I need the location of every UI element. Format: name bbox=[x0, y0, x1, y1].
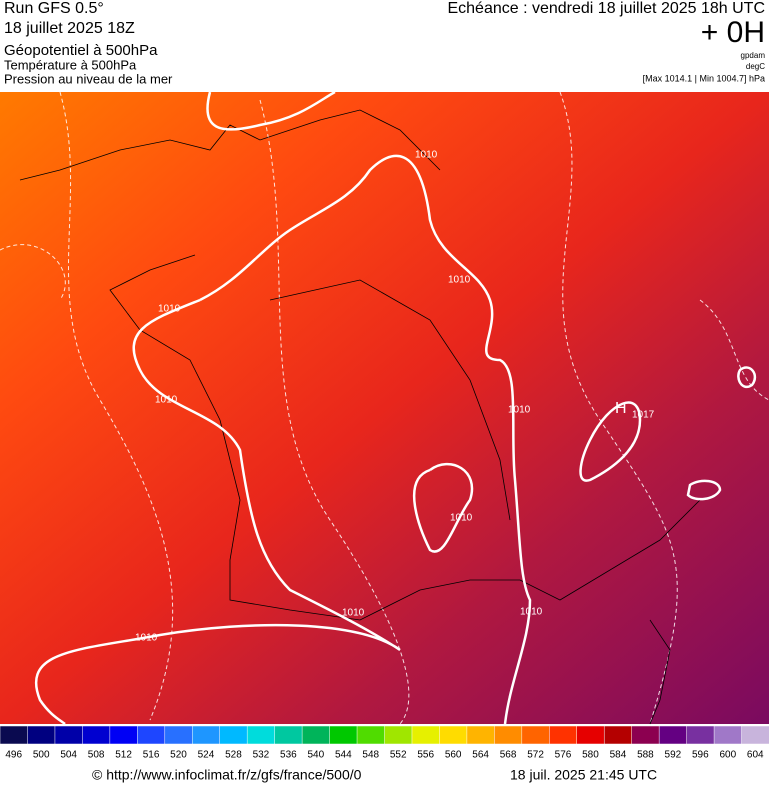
unit-geo: gpdam bbox=[741, 51, 766, 60]
colorbar-cell bbox=[521, 725, 551, 745]
colorbar-cell bbox=[603, 725, 633, 745]
colorbar-cell bbox=[137, 725, 166, 745]
colorbar-label: 588 bbox=[637, 750, 654, 761]
run-date: 18 juillet 2025 18Z bbox=[4, 20, 135, 37]
high-marker: H bbox=[615, 400, 627, 417]
colorbar-label: 584 bbox=[610, 750, 627, 761]
offset: + 0H bbox=[701, 16, 765, 49]
colorbar-cell bbox=[192, 725, 221, 745]
colorbar-label: 592 bbox=[665, 750, 682, 761]
colorbar-label: 580 bbox=[582, 750, 599, 761]
colorbar-label: 604 bbox=[747, 750, 764, 761]
colorbar-cell bbox=[0, 725, 29, 745]
colorbar-label: 540 bbox=[307, 750, 324, 761]
colorbar-label: 536 bbox=[280, 750, 297, 761]
colorbar-cell bbox=[439, 725, 468, 745]
isobar-label: 1010 bbox=[450, 513, 473, 524]
footer-url: © http://www.infoclimat.fr/z/gfs/france/… bbox=[92, 767, 362, 783]
colorbar-label: 504 bbox=[60, 750, 77, 761]
colorbar-label: 524 bbox=[198, 750, 215, 761]
temperature: Température à 500hPa bbox=[4, 57, 137, 72]
colorbar-label: 496 bbox=[5, 750, 22, 761]
run: Run GFS 0.5° bbox=[4, 0, 104, 17]
colorbar-cell bbox=[494, 725, 523, 745]
colorbar-label: 564 bbox=[472, 750, 489, 761]
colorbar-cell bbox=[274, 725, 303, 745]
colorbar: 496 500 504 508 512 516 520 524 528 532 536 540 544 5… bbox=[0, 725, 769, 761]
colorbar-cell bbox=[576, 725, 605, 745]
range: [Max 1014.1 | Min 1004.7] hPa bbox=[643, 73, 765, 83]
isobar-label: 1010 bbox=[135, 633, 158, 644]
colorbar-cell bbox=[658, 725, 688, 745]
colorbar-cell bbox=[54, 725, 84, 745]
colorbar-label: 576 bbox=[555, 750, 572, 761]
isobar-label: 1010 bbox=[158, 304, 181, 315]
colorbar-cell bbox=[109, 725, 139, 745]
colorbar-cell bbox=[164, 725, 194, 745]
colorbar-label: 508 bbox=[88, 750, 105, 761]
isobar-label: 1010 bbox=[520, 607, 543, 618]
colorbar-label: 572 bbox=[527, 750, 544, 761]
colorbar-label: 556 bbox=[417, 750, 434, 761]
colorbar-label: 516 bbox=[143, 750, 160, 761]
colorbar-cell bbox=[466, 725, 496, 745]
isobar-label: 1010 bbox=[155, 395, 178, 406]
colorbar-cell bbox=[713, 725, 743, 745]
pressure: Pression au niveau de la mer bbox=[4, 71, 173, 86]
map: 1010 1010 1010 1010 1010 1010 1010 1010 … bbox=[0, 90, 769, 725]
colorbar-cell bbox=[631, 725, 660, 745]
colorbar-cell bbox=[549, 725, 578, 745]
colorbar-label: 528 bbox=[225, 750, 242, 761]
colorbar-cell bbox=[27, 725, 56, 745]
colorbar-label: 596 bbox=[692, 750, 709, 761]
colorbar-label: 568 bbox=[500, 750, 517, 761]
colorbar-cell bbox=[384, 725, 413, 745]
echeance: Echéance : vendredi 18 juillet 2025 18h … bbox=[447, 0, 765, 17]
colorbar-cell bbox=[301, 725, 331, 745]
colorbar-cell bbox=[741, 725, 769, 745]
unit-temp: degC bbox=[746, 62, 765, 71]
colorbar-cell bbox=[82, 725, 111, 745]
colorbar-label: 548 bbox=[362, 750, 379, 761]
colorbar-cell bbox=[219, 725, 248, 745]
colorbar-label: 520 bbox=[170, 750, 187, 761]
isobar-label: 1010 bbox=[448, 275, 471, 286]
colorbar-cell bbox=[329, 725, 358, 745]
field: Géopotentiel à 500hPa bbox=[4, 42, 158, 59]
colorbar-label: 512 bbox=[115, 750, 132, 761]
colorbar-label: 544 bbox=[335, 750, 352, 761]
colorbar-label: 532 bbox=[253, 750, 270, 761]
colorbar-label: 552 bbox=[390, 750, 407, 761]
isobar-label: 1010 bbox=[342, 608, 365, 619]
colorbar-cell bbox=[411, 725, 441, 745]
high-value: 1017 bbox=[632, 410, 655, 421]
isobar-label: 1010 bbox=[415, 150, 438, 161]
colorbar-cell bbox=[246, 725, 276, 745]
footer-time: 18 juil. 2025 21:45 UTC bbox=[510, 767, 657, 783]
colorbar-label: 560 bbox=[445, 750, 462, 761]
isobar-label: 1010 bbox=[508, 405, 531, 416]
colorbar-label: 600 bbox=[719, 750, 736, 761]
colorbar-cell bbox=[686, 725, 715, 745]
colorbar-label: 500 bbox=[33, 750, 50, 761]
colorbar-cell bbox=[356, 725, 386, 745]
